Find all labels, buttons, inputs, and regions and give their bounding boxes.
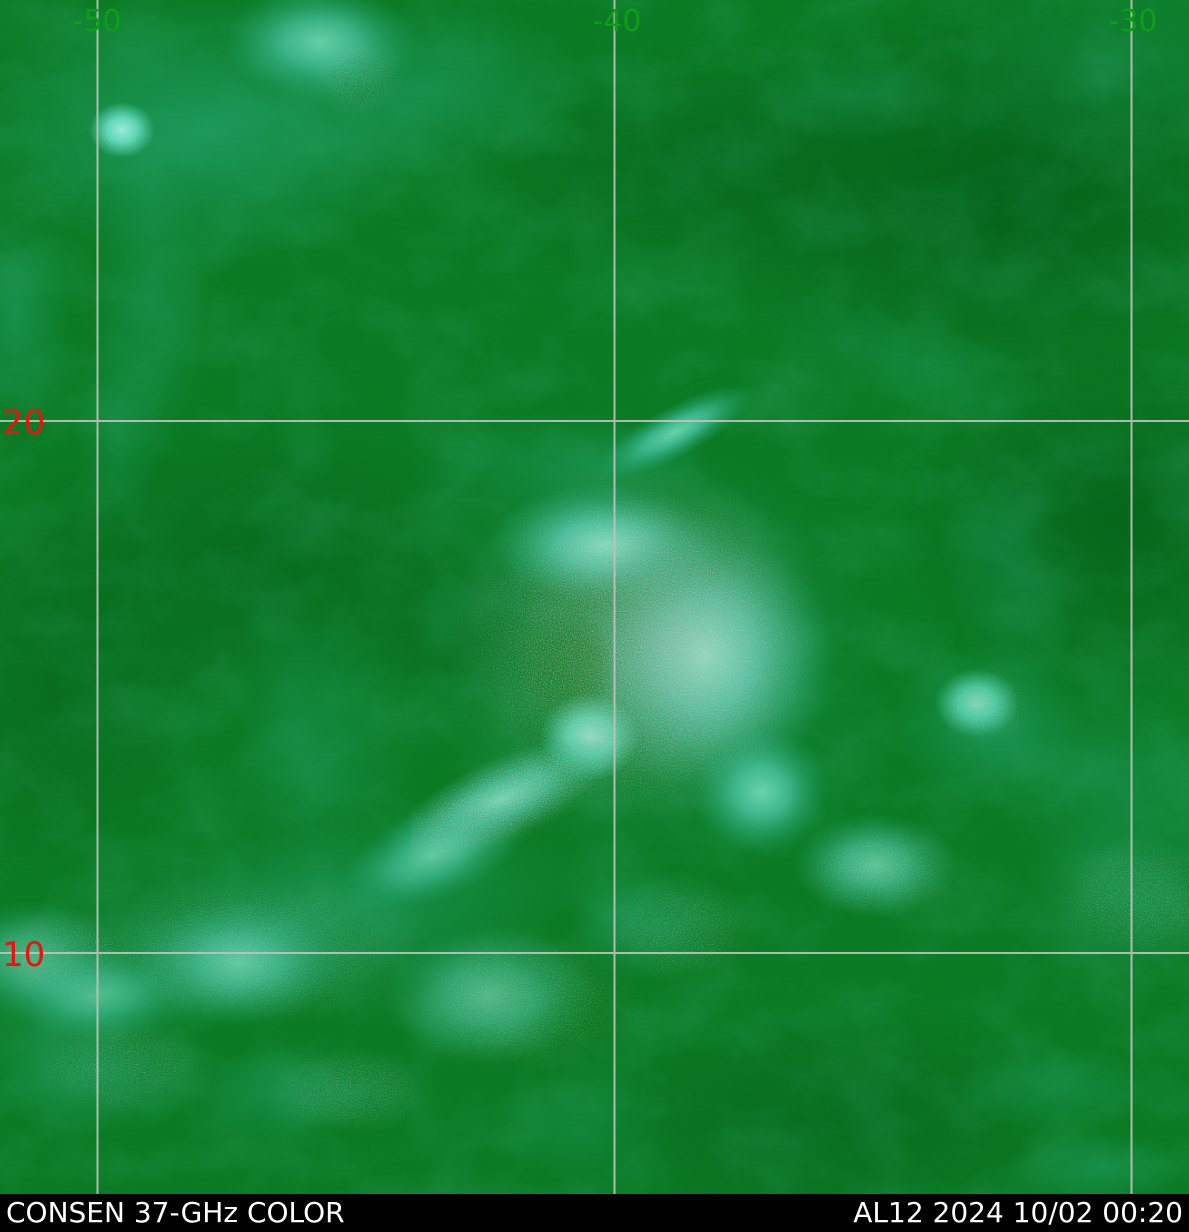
lon-label-40w: -40: [593, 4, 642, 39]
film-grain: [0, 0, 1189, 1194]
footer-bar: CONSEN 37-GHz COLOR AL12 2024 10/02 00:2…: [0, 1194, 1189, 1232]
satellite-image: -50 -40 -30 20 10: [0, 0, 1189, 1194]
lon-label-50w: -50: [73, 4, 122, 39]
lat-label-10n: 10: [2, 935, 45, 975]
lon-label-30w: -30: [1109, 4, 1158, 39]
latlon-grid: [0, 0, 1189, 1194]
product-name-label: CONSEN 37-GHz COLOR: [6, 1196, 345, 1229]
lat-label-20n: 20: [2, 403, 45, 443]
storm-id-timestamp-label: AL12 2024 10/02 00:20: [853, 1196, 1183, 1229]
